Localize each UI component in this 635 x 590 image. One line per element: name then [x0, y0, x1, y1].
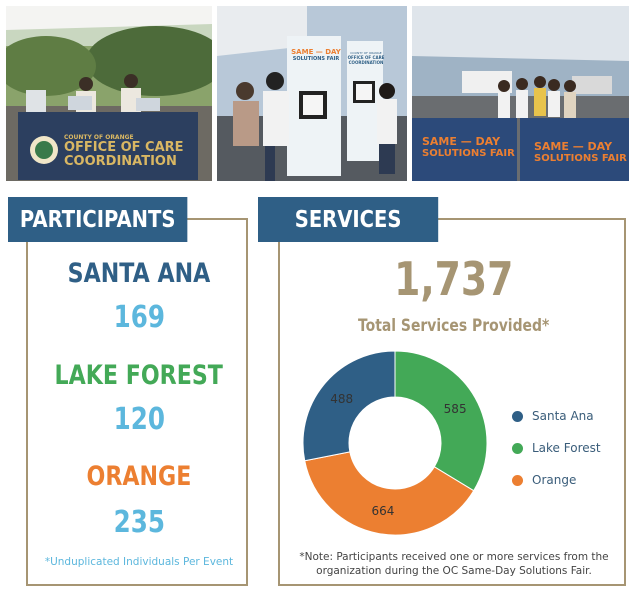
banner-line: SAME — DAY	[422, 135, 501, 148]
santa-ana-count-text: 169	[113, 300, 165, 335]
total-services-number: 1,737	[280, 252, 628, 306]
orange-label: ORANGE	[28, 461, 250, 492]
services-donut-chart: 585 664 488	[302, 350, 488, 536]
banner-line: OFFICE OF CARE	[347, 55, 385, 60]
office-of-care-standee: COUNTY OF ORANGE OFFICE OF CARE COORDINA…	[347, 51, 385, 65]
santa-ana-count: 169	[28, 300, 250, 335]
banner-line: SOLUTIONS FAIR	[534, 153, 627, 164]
lake-forest-label-text: LAKE FOREST	[54, 360, 224, 391]
services-heading: SERVICES	[258, 197, 439, 242]
banner-line: COORDINATION	[348, 60, 384, 65]
legend-swatch	[512, 410, 523, 422]
same-day-tablecloth-left: SAME — DAY SOLUTIONS FAIR	[422, 135, 517, 160]
orange-count-text: 235	[113, 505, 165, 540]
event-photo-santa-ana: COUNTY OF ORANGE OFFICE OF CARE COORDINA…	[6, 6, 212, 181]
banner-line: SAME — DAY	[291, 48, 341, 56]
donut-slice-lake-forest	[394, 350, 488, 492]
banner-line: SOLUTIONS FAIR	[292, 56, 340, 62]
same-day-standee: SAME — DAY SOLUTIONS FAIR	[291, 48, 341, 62]
orange-label-text: ORANGE	[86, 461, 192, 492]
legend-swatch	[512, 442, 523, 454]
participants-heading: PARTICIPANTS	[8, 197, 188, 242]
banner-line: COUNTY OF ORANGE	[64, 134, 134, 141]
santa-ana-label: SANTA ANA	[28, 258, 250, 289]
lake-forest-label: LAKE FOREST	[28, 360, 250, 391]
total-services-label: Total Services Provided*	[280, 316, 628, 336]
lake-forest-count-text: 120	[113, 402, 165, 437]
banner-line: OFFICE OF CARE	[64, 140, 184, 155]
donut-slice-santa-ana	[302, 350, 396, 462]
banner-line: SOLUTIONS FAIR	[422, 148, 515, 159]
participants-panel: SANTA ANA 169 LAKE FOREST 120 ORANGE 235…	[26, 218, 248, 586]
participants-heading-text: PARTICIPANTS	[19, 206, 176, 233]
legend-label: Santa Ana	[532, 409, 594, 423]
services-panel: 1,737 Total Services Provided* 585 664 488…	[278, 218, 626, 586]
same-day-tablecloth-right: SAME — DAY SOLUTIONS FAIR	[534, 140, 629, 165]
participants-footnote: *Unduplicated Individuals Per Event	[44, 556, 234, 568]
total-services-number-text: 1,737	[394, 252, 514, 306]
legend-item: Orange	[512, 464, 601, 496]
services-note: *Note: Participants received one or more…	[299, 551, 609, 577]
orange-count: 235	[28, 505, 250, 540]
donut-value-label: 664	[372, 504, 395, 518]
legend-swatch	[512, 474, 523, 486]
legend-item: Santa Ana	[512, 400, 601, 432]
legend-item: Lake Forest	[512, 432, 601, 464]
santa-ana-label-text: SANTA ANA	[67, 258, 211, 289]
donut-value-label: 585	[444, 402, 467, 416]
donut-slice-orange	[304, 451, 475, 536]
lake-forest-count: 120	[28, 402, 250, 437]
chart-legend: Santa Ana Lake Forest Orange	[512, 400, 601, 496]
banner-line: SAME — DAY	[534, 140, 613, 153]
event-photo-lake-forest: SAME — DAY SOLUTIONS FAIR COUNTY OF ORAN…	[217, 6, 407, 181]
total-services-label-text: Total Services Provided*	[358, 316, 550, 336]
office-of-care-banner: COUNTY OF ORANGE OFFICE OF CARE COORDINA…	[64, 134, 204, 169]
donut-value-label: 488	[330, 392, 353, 406]
legend-label: Orange	[532, 473, 577, 487]
event-photo-orange: SAME — DAY SOLUTIONS FAIR SAME — DAY SOL…	[412, 6, 629, 181]
services-heading-text: SERVICES	[294, 206, 402, 233]
banner-line: COUNTY OF ORANGE	[350, 51, 382, 55]
legend-label: Lake Forest	[532, 441, 601, 455]
banner-line: COORDINATION	[64, 154, 177, 169]
